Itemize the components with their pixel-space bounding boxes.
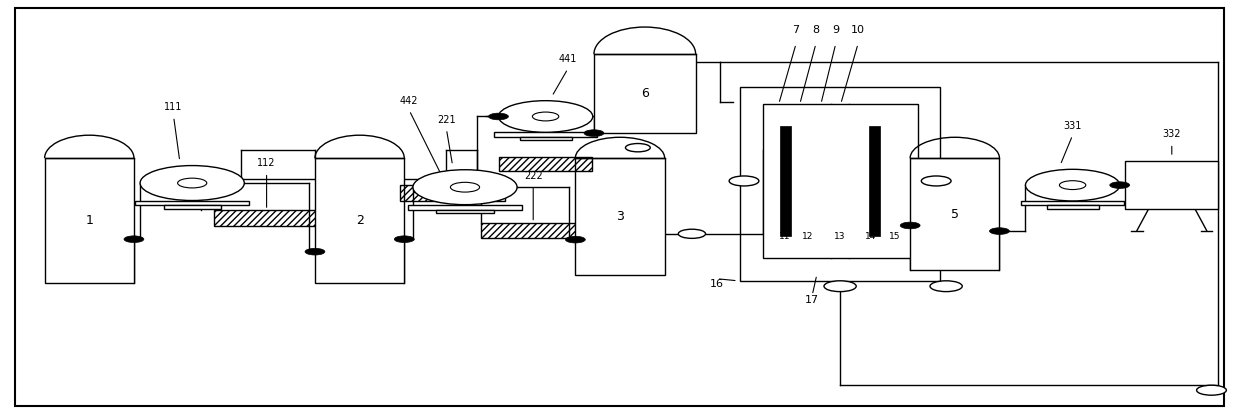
Text: 221: 221 bbox=[436, 115, 456, 125]
Bar bbox=[740, 87, 940, 281]
Circle shape bbox=[584, 130, 604, 136]
Text: 6: 6 bbox=[641, 87, 649, 100]
Bar bbox=[910, 158, 999, 270]
Circle shape bbox=[305, 248, 325, 255]
Text: 3: 3 bbox=[616, 210, 624, 223]
Circle shape bbox=[177, 178, 207, 188]
Circle shape bbox=[900, 222, 920, 229]
Text: 15: 15 bbox=[889, 232, 900, 241]
Text: 14: 14 bbox=[866, 232, 877, 241]
Text: 2: 2 bbox=[356, 214, 363, 227]
Bar bbox=[520, 137, 572, 140]
Text: 1: 1 bbox=[86, 214, 93, 227]
Circle shape bbox=[532, 112, 559, 121]
Text: 9: 9 bbox=[832, 25, 839, 35]
Bar bbox=[1126, 161, 1218, 209]
Text: 7: 7 bbox=[792, 25, 800, 35]
Bar bbox=[436, 210, 494, 213]
Circle shape bbox=[1197, 385, 1226, 395]
Circle shape bbox=[921, 176, 951, 186]
Bar bbox=[135, 201, 249, 206]
Circle shape bbox=[990, 228, 1009, 234]
Bar bbox=[213, 210, 320, 226]
Circle shape bbox=[413, 170, 517, 205]
Bar bbox=[315, 158, 404, 283]
Bar bbox=[1047, 206, 1099, 208]
Bar bbox=[763, 104, 918, 258]
Bar bbox=[399, 185, 506, 201]
Circle shape bbox=[678, 229, 706, 238]
Circle shape bbox=[930, 281, 962, 292]
Circle shape bbox=[124, 236, 144, 243]
Bar bbox=[1021, 201, 1125, 206]
Circle shape bbox=[498, 101, 593, 132]
Bar bbox=[575, 158, 665, 275]
Bar bbox=[780, 126, 791, 236]
Text: 441: 441 bbox=[559, 54, 577, 64]
Text: 12: 12 bbox=[802, 232, 813, 241]
Text: 17: 17 bbox=[805, 295, 820, 305]
Circle shape bbox=[394, 236, 414, 243]
Circle shape bbox=[1059, 181, 1086, 190]
Text: 112: 112 bbox=[258, 158, 275, 168]
Circle shape bbox=[140, 166, 244, 201]
Text: 16: 16 bbox=[709, 279, 724, 289]
Bar bbox=[481, 223, 585, 238]
Circle shape bbox=[823, 281, 856, 292]
Bar bbox=[498, 157, 593, 171]
Text: 13: 13 bbox=[835, 232, 846, 241]
Text: 332: 332 bbox=[1163, 129, 1180, 139]
Text: 111: 111 bbox=[165, 102, 182, 112]
Text: 5: 5 bbox=[951, 208, 959, 221]
Bar bbox=[408, 205, 522, 210]
Circle shape bbox=[450, 182, 480, 192]
Text: 8: 8 bbox=[812, 25, 820, 35]
Text: 331: 331 bbox=[1064, 121, 1081, 131]
Circle shape bbox=[1110, 182, 1130, 188]
Text: 442: 442 bbox=[401, 96, 418, 106]
Bar bbox=[869, 126, 879, 236]
Text: 10: 10 bbox=[851, 25, 866, 35]
Bar bbox=[494, 132, 598, 137]
Text: 11: 11 bbox=[779, 232, 790, 241]
Bar bbox=[164, 206, 221, 209]
Circle shape bbox=[625, 144, 650, 152]
Bar bbox=[45, 158, 134, 283]
Text: 222: 222 bbox=[523, 171, 543, 181]
Circle shape bbox=[1025, 169, 1120, 201]
Circle shape bbox=[729, 176, 759, 186]
Circle shape bbox=[565, 236, 585, 243]
Circle shape bbox=[489, 113, 508, 120]
Bar bbox=[594, 54, 696, 133]
